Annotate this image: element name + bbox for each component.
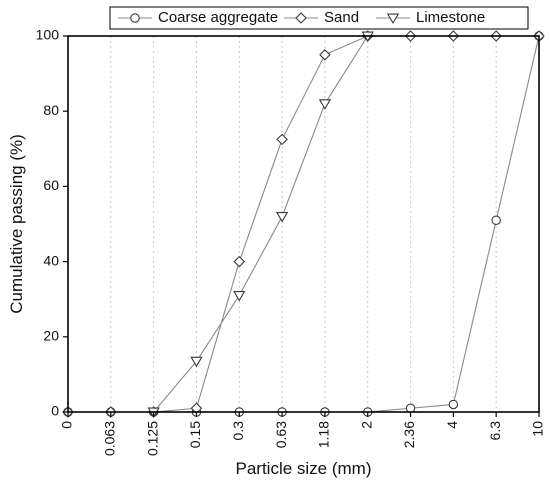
- data-point: [405, 403, 416, 413]
- series-line-3: [153, 35, 369, 413]
- legend-marker: [130, 13, 140, 23]
- y-tick-label: 60: [43, 177, 59, 193]
- x-tick-label: 2: [358, 421, 374, 429]
- x-tick-label: 4: [444, 421, 460, 429]
- x-tick-label: 0.3: [230, 421, 246, 441]
- y-axis-title: Cumulative passing (%): [7, 134, 26, 314]
- x-tick-label: 0.063: [102, 421, 118, 456]
- data-point: [233, 255, 246, 268]
- legend-label: Limestone: [416, 9, 485, 26]
- x-tick-label: 0: [59, 421, 75, 429]
- x-tick-label: 10: [530, 421, 546, 437]
- series-markers: [62, 30, 545, 419]
- data-point: [319, 49, 331, 61]
- series-lines: [68, 35, 540, 413]
- data-point: [276, 133, 288, 146]
- plot-frame: [67, 35, 540, 413]
- data-point: [275, 212, 289, 223]
- y-tick-label: 80: [43, 102, 59, 118]
- x-tick-label: 0.63: [273, 421, 289, 448]
- legend-items: Coarse aggregate Sand Limestone: [118, 9, 485, 26]
- data-point: [448, 399, 459, 410]
- x-tick-label: 6.3: [487, 421, 503, 441]
- x-tick-label: 0.15: [187, 421, 203, 448]
- y-tick-label: 100: [36, 27, 60, 43]
- legend-box: [109, 6, 529, 30]
- legend-label: Coarse aggregate: [158, 9, 278, 26]
- series-line-2: [68, 35, 539, 413]
- y-tick-label: 0: [51, 403, 59, 419]
- legend-marker: [386, 13, 400, 25]
- data-point: [233, 290, 246, 302]
- data-point: [318, 99, 332, 110]
- series-line-1: [68, 35, 540, 413]
- x-axis-title: Particle size (mm): [235, 459, 371, 478]
- legend: Coarse aggregate Sand Limestone: [109, 6, 529, 30]
- legend-label: Sand: [324, 9, 359, 26]
- data-point: [190, 356, 203, 368]
- x-tick-label: 1.18: [316, 421, 332, 448]
- x-tick-label: 0.125: [144, 421, 160, 456]
- data-point: [491, 215, 501, 225]
- x-axis-ticks: 0 0.063 0.125 0.15 0.3 0.63 1.18 2 2.36 4 6.3 10: [59, 412, 546, 456]
- legend-marker: [295, 12, 307, 24]
- y-tick-label: 40: [43, 252, 59, 268]
- grid-lines: [110, 36, 497, 412]
- x-tick-label: 2.36: [401, 421, 417, 448]
- y-tick-label: 20: [43, 328, 59, 344]
- y-axis-ticks: 0 20 40 60 80 100: [36, 27, 68, 419]
